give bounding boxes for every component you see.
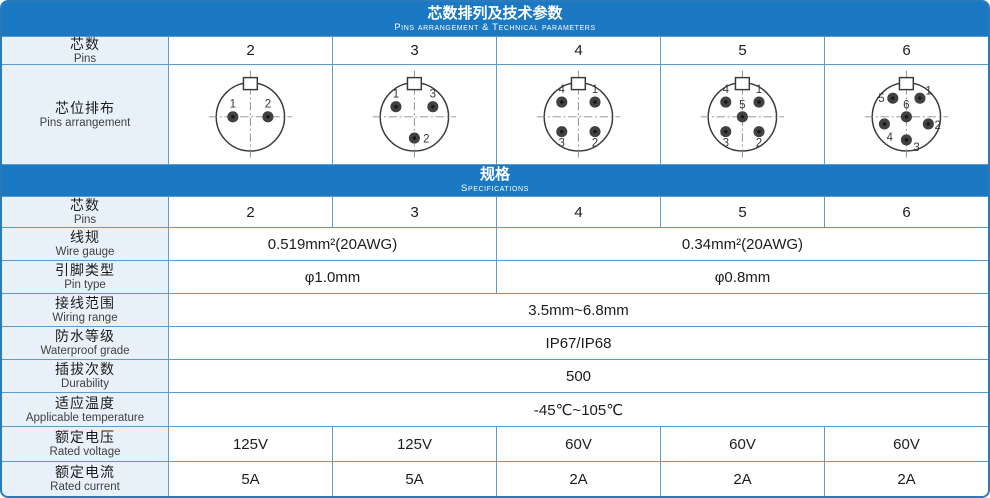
row-label-temperature: 适应温度 Applicable temperature <box>2 393 168 426</box>
row-label-wire-gauge: 线规 Wire gauge <box>2 228 168 260</box>
section2-title-zh: 规格 <box>479 166 510 184</box>
pin-type-value-left: φ1.0mm <box>169 261 496 293</box>
waterproof-label-en: Waterproof grade <box>40 345 130 358</box>
pin-type-value-right: φ0.8mm <box>497 261 988 293</box>
temperature-label-zh: 适应温度 <box>55 394 115 411</box>
pin-number-label: 5 <box>878 93 884 105</box>
pin-number-label: 3 <box>723 137 729 149</box>
spec-pins-col-2: 2 <box>169 197 332 227</box>
voltage-col-2: 125V <box>169 427 332 461</box>
spec-pins-col-5: 5 <box>661 197 824 227</box>
arrangement-label-en: Pins arrangement <box>39 116 131 129</box>
arrangement-label-zh: 芯位排布 <box>55 99 115 116</box>
pins-col-4: 4 <box>497 37 660 64</box>
durability-label-en: Durability <box>61 378 109 391</box>
voltage-col-5: 60V <box>661 427 824 461</box>
section2-title-en: Specifications <box>461 183 529 195</box>
wiring-range-label-en: Wiring range <box>52 312 118 325</box>
waterproof-label-zh: 防水等级 <box>55 328 115 345</box>
section1-title-en: Pins arrangement & Technical parameters <box>394 21 596 33</box>
pin-number-label: 1 <box>393 88 399 100</box>
pin-number-label: 5 <box>739 99 745 111</box>
pins-col-5: 5 <box>661 37 824 64</box>
pin-number-label: 2 <box>265 98 271 110</box>
durability-label-zh: 插拔次数 <box>55 361 115 378</box>
row-label-pins: 芯数 Pins <box>2 35 168 65</box>
pin-number-label: 1 <box>925 85 931 97</box>
wiring-range-label-zh: 接线范围 <box>55 295 115 312</box>
temperature-label-en: Applicable temperature <box>25 411 145 424</box>
pin-diagram-6pin: 1 5 6 2 4 3 <box>825 65 988 164</box>
row-label-wiring-range: 接线范围 Wiring range <box>2 294 168 326</box>
pins-label-en: Pins <box>73 214 97 227</box>
pin-number-label: 4 <box>559 83 566 95</box>
pin-number-label: 4 <box>723 83 730 95</box>
durability-value: 500 <box>169 360 988 392</box>
voltage-col-3: 125V <box>333 427 496 461</box>
pin-number-label: 1 <box>592 83 598 95</box>
voltage-col-4: 60V <box>497 427 660 461</box>
pins-col-6: 6 <box>825 37 988 64</box>
wire-gauge-value-right: 0.34mm²(20AWG) <box>497 228 988 260</box>
row-label-current: 额定电流 Rated current <box>2 462 168 496</box>
voltage-label-en: Rated voltage <box>49 446 121 459</box>
row-label-waterproof: 防水等级 Waterproof grade <box>2 327 168 359</box>
pin-diagram-4pin: 4 1 3 2 <box>497 65 660 164</box>
pin-number-label: 2 <box>756 137 762 149</box>
current-label-en: Rated current <box>50 481 120 494</box>
row-label-pin-type: 引脚类型 Pin type <box>2 261 168 293</box>
current-label-zh: 额定电流 <box>55 464 115 481</box>
row-label-voltage: 额定电压 Rated voltage <box>2 427 168 461</box>
row-label-arrangement: 芯位排布 Pins arrangement <box>2 65 168 164</box>
pin-number-label: 2 <box>423 133 429 145</box>
current-col-5: 2A <box>661 462 824 496</box>
pins-col-2: 2 <box>169 37 332 64</box>
pin-number-label: 1 <box>230 98 236 110</box>
pin-diagram-3pin: 1 3 2 <box>333 65 496 164</box>
waterproof-value: IP67/IP68 <box>169 327 988 359</box>
row-label-durability: 插拔次数 Durability <box>2 360 168 392</box>
pin-number-label: 3 <box>559 137 565 149</box>
pin-number-label: 1 <box>756 83 762 95</box>
pins-col-3: 3 <box>333 37 496 64</box>
current-col-2: 5A <box>169 462 332 496</box>
wire-gauge-label-zh: 线规 <box>70 229 100 246</box>
pin-type-label-en: Pin type <box>64 279 106 292</box>
current-col-4: 2A <box>497 462 660 496</box>
pins-label-zh: 芯数 <box>70 35 100 52</box>
temperature-value: -45℃~105℃ <box>169 393 988 426</box>
spec-pins-col-4: 4 <box>497 197 660 227</box>
pins-label-en: Pins <box>73 52 97 65</box>
pin-number-label: 3 <box>913 141 919 153</box>
section1-header: 芯数排列及技术参数 Pins arrangement & Technical p… <box>2 2 988 36</box>
spec-pins-col-6: 6 <box>825 197 988 227</box>
pin-type-label-zh: 引脚类型 <box>55 262 115 279</box>
voltage-col-6: 60V <box>825 427 988 461</box>
current-col-6: 2A <box>825 462 988 496</box>
spec-pins-col-3: 3 <box>333 197 496 227</box>
pins-label-zh: 芯数 <box>70 197 100 214</box>
section1-title-zh: 芯数排列及技术参数 <box>427 4 563 22</box>
pin-number-label: 2 <box>935 119 941 131</box>
wire-gauge-value-left: 0.519mm²(20AWG) <box>169 228 496 260</box>
voltage-label-zh: 额定电压 <box>55 429 115 446</box>
pin-number-label: 2 <box>592 137 598 149</box>
row-label-pins-spec: 芯数 Pins <box>2 197 168 227</box>
section2-header: 规格 Specifications <box>2 165 988 196</box>
wire-gauge-label-en: Wire gauge <box>55 246 115 259</box>
pin-number-label: 4 <box>887 131 894 143</box>
pin-number-label: 3 <box>430 88 436 100</box>
current-col-3: 5A <box>333 462 496 496</box>
pin-number-label: 6 <box>903 99 909 111</box>
wiring-range-value: 3.5mm~6.8mm <box>169 294 988 326</box>
